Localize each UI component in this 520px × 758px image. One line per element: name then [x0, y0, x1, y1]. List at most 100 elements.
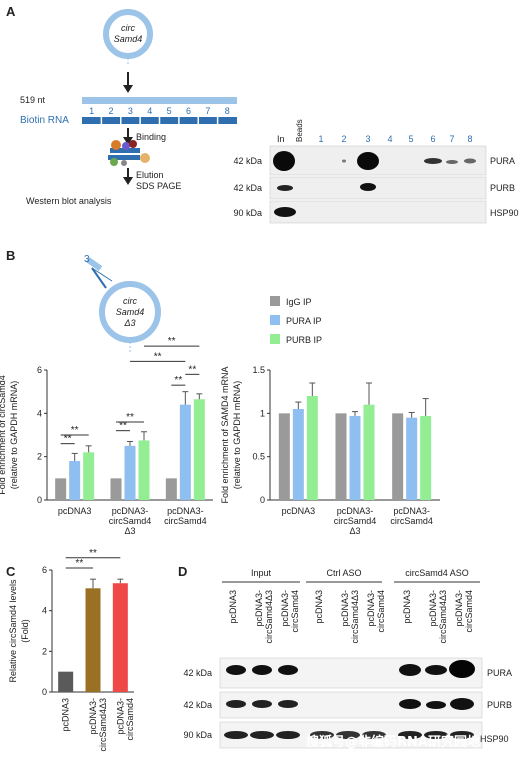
panel-a-band [274, 207, 296, 217]
panel-a-band [424, 158, 442, 164]
panel-a-blot-hsp90 [269, 200, 487, 224]
legend-swatch-purb [270, 334, 280, 344]
blot-band [399, 664, 421, 676]
lane-label: pcDNA3-circSamd4 [366, 590, 386, 633]
legend-label-purb: PURB IP [286, 335, 322, 345]
blot-band [449, 660, 475, 678]
panel-b-circrna [99, 281, 161, 343]
panel-d-protein-2: PURB [487, 700, 512, 710]
chart-b-left: 0 2 4 6 pcDNA3 pcDNA3-circSamd4 Δ3 pcDNA3-circS… [0, 336, 213, 536]
bar [58, 671, 74, 692]
blot-band [450, 731, 474, 739]
panel-a-step-sdspage: SDS PAGE [136, 181, 181, 191]
panel-b-segment-number: 3 [84, 254, 90, 265]
x-tick-label: pcDNA3-circSamd4 [390, 506, 433, 526]
blot-band [425, 665, 447, 675]
blot-band [226, 700, 246, 708]
significance-label: ** [188, 364, 196, 375]
lane-label: pcDNA3-circSamd4Δ3 [340, 590, 360, 644]
panel-d-label: D [178, 564, 187, 579]
blot-band [450, 698, 474, 710]
bar [292, 409, 304, 500]
panel-b-circ-line3: Δ3 [123, 318, 135, 328]
panel-a-full-rna [82, 97, 237, 104]
y-axis-label: Fold enrichment of SAMD4 mRNA [220, 366, 230, 503]
bar [124, 445, 136, 500]
blot-band [252, 700, 272, 708]
significance-label: ** [174, 375, 182, 386]
bar [179, 404, 191, 500]
lane-label: pcDNA3-circSamd4 [454, 590, 474, 633]
panel-a-band [357, 152, 379, 170]
bar [85, 588, 101, 692]
lane-label: pcDNA3 [402, 590, 412, 624]
y-axis-label: Relative circSamd4 levels [8, 579, 18, 683]
bar [83, 452, 95, 500]
lane-label: pcDNA3-circSamd4Δ3 [254, 590, 274, 644]
panel-a-lane-in: In [277, 134, 285, 144]
blot-band [250, 731, 274, 739]
significance-label: ** [71, 425, 79, 436]
panel-d-protein-3: HSP90 [480, 734, 509, 744]
group-header: circSamd4 ASO [405, 568, 469, 578]
panel-b-deleted-segment [85, 256, 103, 272]
panel-a-step-western: Western blot analysis [26, 196, 112, 206]
blot-band [399, 699, 421, 709]
panel-a-length: 519 nt [20, 95, 46, 105]
bar [420, 415, 432, 500]
panel-c-label: C [6, 564, 16, 579]
lane-label: 3 [365, 134, 370, 144]
x-tick-label: pcDNA3-circSamd4 [115, 698, 135, 741]
lane-label: 7 [449, 134, 454, 144]
y-tick-label: 4 [42, 606, 47, 616]
panel-a-arrowhead-2 [123, 137, 133, 145]
legend-swatch-pura [270, 315, 280, 325]
lane-label: 4 [387, 134, 392, 144]
lane-label: 5 [408, 134, 413, 144]
blot-band [362, 731, 386, 739]
panel-b-label: B [6, 248, 15, 263]
y-tick-label: 4 [37, 408, 42, 418]
panel-a-step-binding: Binding [136, 132, 166, 142]
panel-a-band [446, 160, 458, 164]
bar [335, 413, 347, 500]
panel-a-protein-3: HSP90 [490, 208, 519, 218]
panel-d-group-headers: Input Ctrl ASO circSamd4 ASO [222, 568, 480, 583]
y-tick-label: 6 [37, 365, 42, 375]
segment-label: 8 [225, 106, 230, 116]
panel-b-legend: IgG IP PURA IP PURB IP [270, 296, 322, 345]
significance-label: ** [75, 558, 83, 569]
blot-band [278, 700, 298, 708]
panel-a-band [273, 151, 295, 171]
blot-band [398, 731, 422, 739]
panel-a-band [360, 183, 376, 191]
bar [69, 461, 81, 500]
lane-label: 2 [341, 134, 346, 144]
panel-a-kda-3: 90 kDa [233, 208, 262, 218]
significance-label: ** [119, 421, 127, 432]
panel-a-band [342, 159, 346, 163]
panel-a-segment-labels: 1 2 3 4 5 6 7 8 [89, 106, 230, 116]
panel-a-label: A [6, 4, 16, 19]
panel-a-segment-ticks [100, 117, 219, 124]
bar [112, 583, 128, 692]
y-axis-label: (relative to GAPDH mRNA) [232, 381, 242, 490]
group-header: Ctrl ASO [326, 568, 361, 578]
significance-label: ** [168, 336, 176, 347]
bar [406, 417, 418, 500]
x-tick-label: pcDNA3 [61, 698, 71, 732]
bar [55, 478, 67, 500]
lane-label: pcDNA3-circSamd4 [280, 590, 300, 633]
panel-a-kda-2: 42 kDa [233, 183, 262, 193]
significance-label: ** [64, 434, 72, 445]
panel-a-protein-2: PURB [490, 183, 515, 193]
panel-a-blot-purb [269, 176, 487, 200]
panel-a-biotin-label: Biotin RNA [20, 115, 69, 126]
bar [349, 415, 361, 500]
panel-a-circ-line1: circ [121, 23, 135, 33]
segment-label: 2 [109, 106, 114, 116]
panel-a-protein-1: PURA [490, 156, 515, 166]
significance-label: ** [154, 351, 162, 362]
